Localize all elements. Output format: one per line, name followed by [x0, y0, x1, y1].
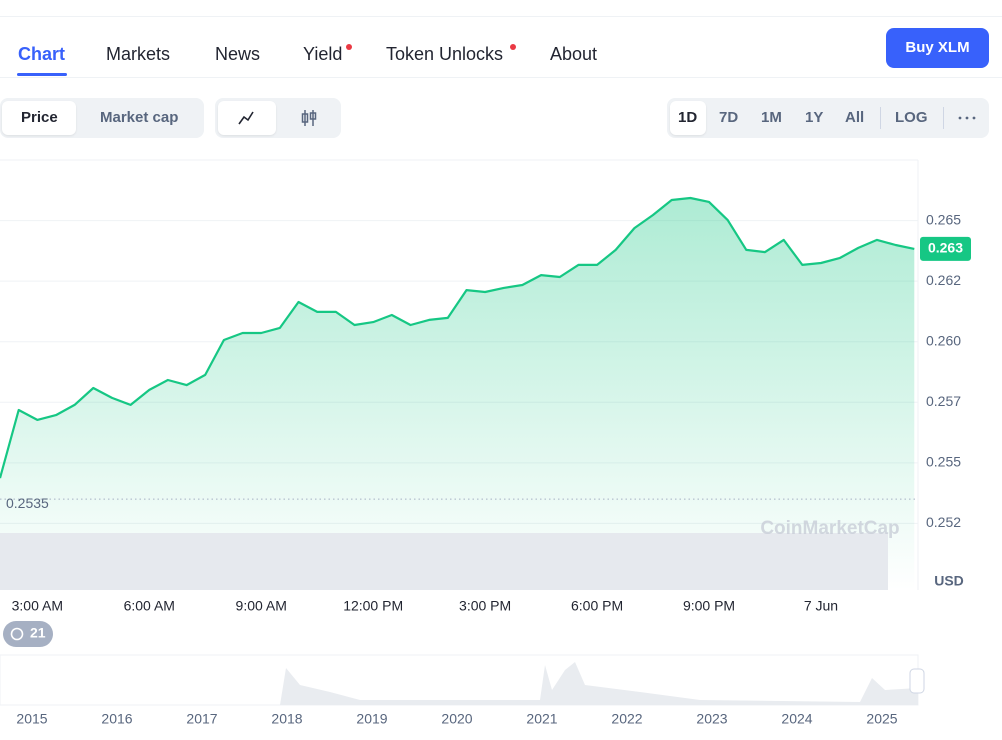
x-tick-label: 3:00 PM	[459, 598, 511, 614]
x-tick-label: 3:00 AM	[12, 598, 63, 614]
x-tick-label: 6:00 PM	[571, 598, 623, 614]
y-tick-label: 0.265	[926, 211, 961, 227]
watermark: CoinMarketCap	[760, 518, 899, 539]
navigator-handle[interactable]	[909, 668, 925, 694]
y-tick-label: 0.260	[926, 332, 961, 348]
range-option[interactable]: 1M	[761, 109, 782, 126]
x-tick-label: 9:00 PM	[683, 598, 735, 614]
x-tick-label: 7 Jun	[804, 598, 838, 614]
separator	[880, 107, 881, 129]
reference-label: 0.2535	[6, 495, 49, 511]
navigator-year: 2018	[271, 711, 302, 727]
navigator-year: 2015	[16, 711, 47, 727]
more-icon[interactable]	[956, 112, 980, 124]
top-divider	[0, 16, 1002, 17]
price-area	[0, 198, 915, 590]
price-line	[0, 196, 915, 479]
navigator-year: 2023	[696, 711, 727, 727]
line-icon[interactable]	[236, 108, 256, 128]
candle-icon[interactable]	[299, 108, 319, 128]
currency-label: USD	[934, 573, 964, 589]
navigator-year: 2016	[101, 711, 132, 727]
tab[interactable]: About	[550, 44, 598, 64]
active-pill	[218, 101, 276, 135]
price-tag-label: 0.263	[928, 240, 963, 256]
range-option[interactable]: All	[845, 109, 865, 126]
tab[interactable]: Chart	[18, 44, 66, 64]
toggle-option[interactable]: Price	[21, 109, 58, 126]
history-icon	[10, 627, 24, 641]
range-option[interactable]: 7D	[719, 109, 739, 126]
tab-underline	[17, 73, 67, 76]
tab[interactable]: News	[215, 44, 261, 64]
toggle-option[interactable]: Market cap	[100, 109, 179, 126]
buy-button[interactable]: Buy XLM	[886, 28, 989, 68]
history-count: 21	[30, 625, 46, 641]
badge-bg	[3, 621, 53, 647]
badge-dot	[510, 44, 516, 50]
badge-dot	[346, 44, 352, 50]
x-tick-label: 12:00 PM	[343, 598, 403, 614]
navigator-year: 2025	[866, 711, 897, 727]
y-tick-label: 0.255	[926, 454, 961, 470]
navigator-year: 2020	[441, 711, 472, 727]
tab[interactable]: Yield	[303, 44, 343, 64]
tabs-divider	[0, 77, 1002, 78]
navigator-year: 2024	[781, 711, 812, 727]
history-badge[interactable]: 21	[3, 621, 53, 647]
y-tick-label: 0.262	[926, 272, 961, 288]
x-tick-label: 6:00 AM	[124, 598, 175, 614]
log-toggle[interactable]: LOG	[895, 109, 928, 126]
separator	[943, 107, 944, 129]
price-tag	[920, 236, 971, 261]
volume-band	[0, 533, 888, 590]
navigator-year: 2022	[611, 711, 642, 727]
navigator-year: 2021	[526, 711, 557, 727]
range-option[interactable]: 1D	[678, 109, 698, 126]
range-option[interactable]: 1Y	[805, 109, 824, 126]
tab[interactable]: Markets	[106, 44, 171, 64]
navigator-year: 2019	[356, 711, 387, 727]
tab[interactable]: Token Unlocks	[386, 44, 504, 64]
y-tick-label: 0.252	[926, 514, 961, 530]
y-tick-label: 0.257	[926, 393, 961, 409]
active-pill	[2, 101, 76, 135]
x-tick-label: 9:00 AM	[236, 598, 287, 614]
active-pill	[670, 101, 706, 135]
navigator-year: 2017	[186, 711, 217, 727]
navigator	[0, 654, 919, 706]
range-toggle	[667, 98, 989, 138]
